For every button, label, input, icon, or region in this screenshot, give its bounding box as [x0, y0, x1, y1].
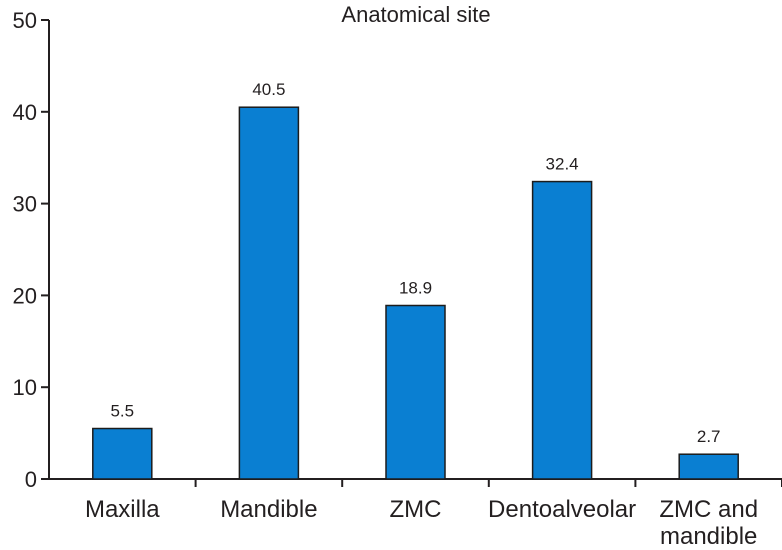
data-label: 40.5 [252, 80, 285, 99]
x-tick-label: ZMC [390, 496, 442, 523]
x-tick-label-line: Mandible [220, 496, 317, 523]
data-label: 18.9 [399, 278, 432, 297]
x-tick-label-line: Dentoalveolar [488, 496, 636, 523]
bar [678, 453, 739, 480]
x-tick-label: Mandible [220, 496, 317, 523]
y-tick-label: 10 [13, 375, 37, 400]
bar [92, 427, 153, 480]
y-tick-label: 40 [13, 100, 37, 125]
bar [385, 304, 446, 480]
data-label: 32.4 [546, 155, 579, 174]
data-label: 2.7 [697, 427, 721, 446]
x-tick-label-line: Maxilla [85, 496, 160, 523]
y-tick-label: 30 [13, 192, 37, 217]
chart-title: Anatomical site [341, 2, 490, 27]
y-tick-label: 0 [25, 467, 37, 492]
x-tick-label-line: ZMC and [659, 496, 758, 523]
bar [531, 180, 593, 480]
y-axis: 0 10 20 30 40 50 [13, 8, 50, 492]
x-tick-label: Dentoalveolar [488, 496, 636, 523]
x-tick-label: ZMC and mandible [659, 496, 758, 550]
x-tick-label: Maxilla [85, 496, 160, 523]
data-label: 5.5 [110, 402, 134, 421]
bar [238, 106, 300, 480]
x-tick-label-line: ZMC [390, 496, 442, 523]
bars-group: 5.5 40.5 18.9 32.4 2.7 [92, 80, 739, 480]
x-axis: Maxilla Mandible ZMC Dentoalveolar ZMC and ma… [49, 478, 782, 550]
x-tick-label-line: mandible [660, 523, 757, 550]
y-tick-label: 50 [13, 8, 37, 33]
y-tick-label: 20 [13, 283, 37, 308]
